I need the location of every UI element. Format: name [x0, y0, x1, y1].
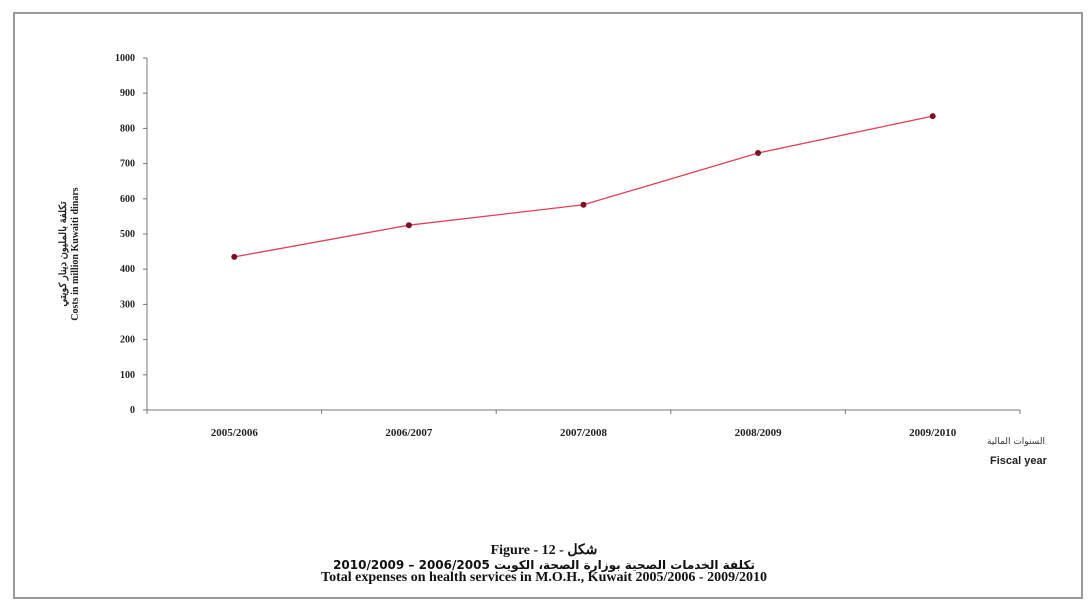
- y-tick-label: 1000: [115, 53, 135, 64]
- series-line: [234, 115, 933, 258]
- y-tick-label: 700: [120, 159, 135, 170]
- caption-english: Total expenses on health services in M.O…: [321, 570, 767, 585]
- data-point: [580, 201, 587, 208]
- x-tick-label: 2006/2007: [385, 427, 433, 439]
- x-tick-label: 2008/2009: [735, 427, 783, 439]
- y-tick-label: 200: [120, 335, 135, 346]
- caption-arabic: تكلفة الخدمات الصحية بوزارة الصحة، الكوي…: [333, 558, 755, 572]
- y-tick-label: 900: [120, 88, 135, 99]
- y-tick-label: 500: [120, 229, 135, 240]
- data-point: [929, 113, 936, 120]
- y-tick-label: 100: [120, 370, 135, 381]
- y-axis-label: Costs in million Kuwaiti dinars: [70, 187, 81, 320]
- y-tick-label: 600: [120, 194, 135, 205]
- y-tick-label: 400: [120, 264, 135, 275]
- y-tick-label: 800: [120, 123, 135, 134]
- data-point: [405, 222, 412, 229]
- x-axis-label: Fiscal year: [990, 455, 1047, 467]
- x-tick-label: 2009/2010: [909, 427, 957, 439]
- y-tick-label: 300: [120, 299, 135, 310]
- x-axis-label-arabic: السنوات المالية: [987, 437, 1045, 447]
- data-point: [231, 253, 238, 260]
- y-tick-label: 0: [130, 405, 135, 416]
- y-axis-label-arabic: تكلفة بالمليون دينار كويتي: [58, 201, 69, 306]
- data-point: [755, 150, 762, 157]
- x-tick-label: 2007/2008: [560, 427, 608, 439]
- figure-number: Figure - 12 - شكل: [490, 543, 598, 558]
- x-tick-label: 2005/2006: [211, 427, 259, 439]
- figure-frame: [13, 12, 1083, 599]
